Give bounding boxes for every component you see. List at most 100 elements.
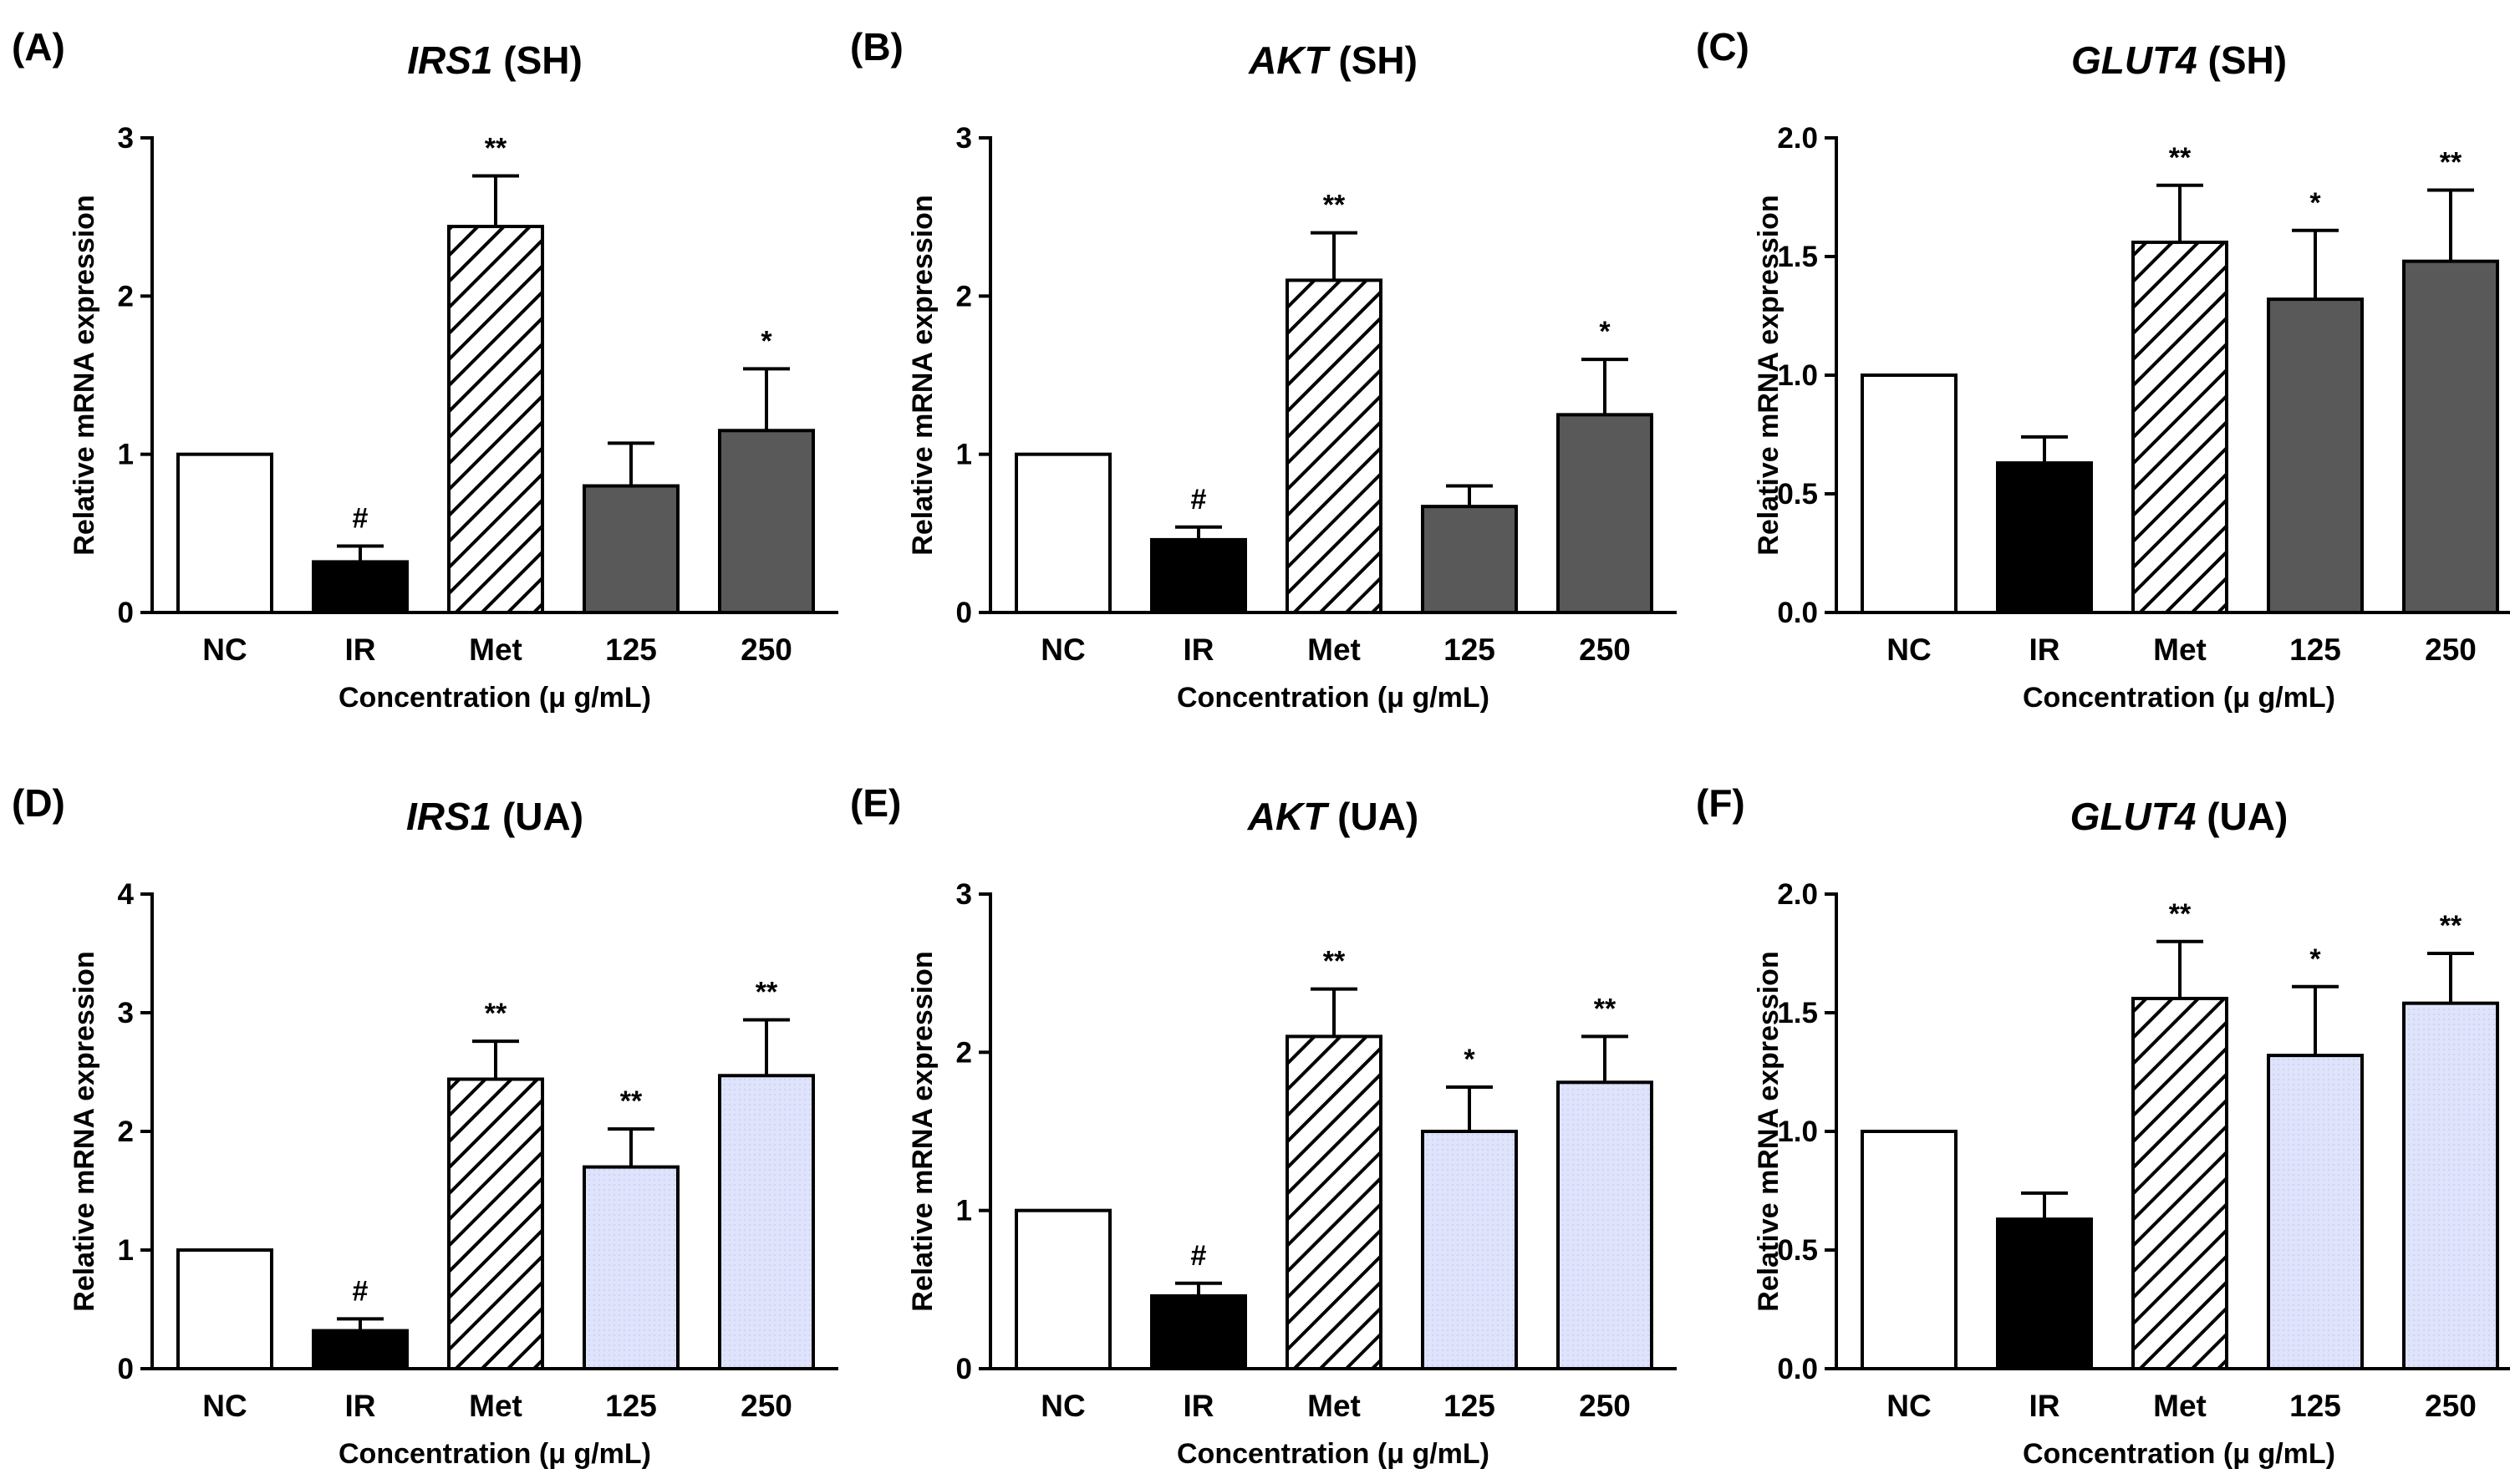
x-category-label: 250: [1579, 1389, 1631, 1423]
bar-nc: [176, 452, 273, 615]
bar-ir: [312, 1329, 409, 1370]
chart-title: GLUT4 (SH): [2071, 38, 2287, 82]
significance-marker: *: [2309, 187, 2321, 219]
title-gene: GLUT4: [2071, 38, 2197, 82]
chart-title: IRS1 (SH): [407, 38, 583, 82]
chart-panel-f: (F) GLUT4 (UA) Relative mRNA expression 0.0…: [1696, 781, 2510, 1470]
y-tick-label: 0.0: [1777, 597, 1818, 629]
title-gene: AKT: [1247, 795, 1330, 838]
y-tick-label: 3: [956, 878, 972, 911]
y-axis-title: Relative mRNA expression: [1753, 195, 1784, 555]
x-category-label: IR: [2029, 1389, 2060, 1423]
x-category-label: 250: [2425, 633, 2477, 667]
panels-group: (A) IRS1 (SH) Relative mRNA expression 0 1 2 3…: [12, 25, 2510, 1470]
title-tissue: (SH): [2208, 38, 2288, 82]
chart-panel-d: (D) IRS1 (UA) Relative mRNA expression 0 1 2 3…: [12, 781, 838, 1470]
x-category-label: IR: [2029, 633, 2060, 667]
x-category-label: 125: [1443, 1389, 1495, 1423]
significance-marker: *: [1599, 316, 1611, 348]
y-tick-label: 3: [118, 997, 134, 1029]
y-tick-label: 0: [956, 597, 972, 629]
x-category-label: 125: [2289, 633, 2341, 667]
y-tick-label: 1: [956, 439, 972, 471]
x-category-label: Met: [1307, 1389, 1361, 1423]
title-gene: GLUT4: [2070, 795, 2197, 838]
significance-marker: **: [485, 998, 507, 1029]
y-axis-title: Relative mRNA expression: [69, 951, 100, 1311]
x-category-label: Met: [2153, 633, 2207, 667]
bar-250: [718, 1074, 815, 1370]
bar-250: [1556, 1080, 1653, 1370]
bar-met: [447, 1077, 544, 1370]
title-gene: IRS1: [407, 38, 492, 82]
significance-marker: *: [2309, 943, 2321, 975]
chart-title: AKT (UA): [1247, 795, 1418, 838]
bar-125: [1421, 505, 1518, 614]
bar-250: [2402, 1001, 2499, 1370]
chart-title: GLUT4 (UA): [2070, 795, 2289, 838]
bar-125: [2267, 297, 2364, 614]
bar-ir: [1150, 537, 1247, 615]
y-tick-label: 0.5: [1777, 1234, 1818, 1267]
x-category-label: 125: [605, 1389, 657, 1423]
chart-title: AKT (SH): [1248, 38, 1418, 82]
title-spacer: [1328, 38, 1339, 82]
significance-marker: **: [485, 132, 507, 164]
x-category-label: 250: [1579, 633, 1631, 667]
significance-marker: **: [2169, 898, 2192, 930]
panel-letter: (E): [850, 781, 901, 825]
chart-panel-a: (A) IRS1 (SH) Relative mRNA expression 0 1 2 3…: [12, 25, 838, 714]
y-axis-title: Relative mRNA expression: [69, 195, 100, 555]
y-axis-title: Relative mRNA expression: [1753, 951, 1784, 1311]
bar-nc: [1861, 1130, 1958, 1370]
bar-met: [447, 225, 544, 614]
x-category-label: NC: [1041, 633, 1085, 667]
y-tick-label: 0.5: [1777, 478, 1818, 511]
y-tick-label: 3: [956, 122, 972, 155]
bar-250: [1556, 413, 1653, 615]
y-tick-label: 2: [956, 1036, 972, 1069]
x-category-label: NC: [202, 1389, 247, 1423]
significance-marker: **: [756, 977, 778, 1009]
y-tick-label: 2: [118, 280, 134, 313]
x-category-label: 250: [741, 633, 792, 667]
y-tick-label: 1: [118, 439, 134, 471]
bar-met: [1286, 278, 1382, 614]
x-category-label: 125: [605, 633, 657, 667]
bar-nc: [1015, 452, 1112, 615]
significance-marker: **: [2440, 910, 2462, 942]
bar-nc: [1015, 1208, 1112, 1371]
x-category-label: IR: [1184, 1389, 1214, 1423]
x-axis-title: Concentration (μ g/mL): [339, 682, 651, 714]
bar-met: [2131, 240, 2228, 614]
significance-marker: **: [1323, 190, 1346, 221]
x-category-label: 250: [741, 1389, 792, 1423]
x-category-label: 125: [2289, 1389, 2341, 1423]
title-tissue: (UA): [502, 795, 583, 838]
title-tissue: (UA): [1337, 795, 1418, 838]
bar-met: [1286, 1034, 1382, 1370]
x-category-label: Met: [469, 1389, 522, 1423]
x-axis-title: Concentration (μ g/mL): [2023, 682, 2335, 714]
significance-marker: *: [761, 325, 772, 357]
significance-marker: #: [1191, 484, 1207, 516]
bar-nc: [176, 1248, 273, 1370]
title-gene: IRS1: [406, 795, 491, 838]
x-category-label: NC: [1041, 1389, 1085, 1423]
panel-letter: (A): [12, 25, 65, 69]
title-spacer: [492, 38, 503, 82]
x-category-label: Met: [1307, 633, 1361, 667]
y-tick-label: 0: [956, 1353, 972, 1385]
x-axis-title: Concentration (μ g/mL): [2023, 1438, 2335, 1470]
y-tick-label: 4: [118, 878, 135, 911]
x-category-label: 125: [1443, 633, 1495, 667]
y-tick-label: 1.5: [1777, 241, 1818, 273]
significance-marker: #: [353, 502, 369, 534]
x-category-label: NC: [202, 633, 247, 667]
x-category-label: Met: [469, 633, 522, 667]
panel-letter: (D): [12, 781, 65, 825]
chart-panel-c: (C) GLUT4 (SH) Relative mRNA expression 0.0…: [1696, 25, 2510, 714]
bar-nc: [1861, 374, 1958, 614]
x-axis-title: Concentration (μ g/mL): [1177, 682, 1489, 714]
title-tissue: (UA): [2207, 795, 2288, 838]
